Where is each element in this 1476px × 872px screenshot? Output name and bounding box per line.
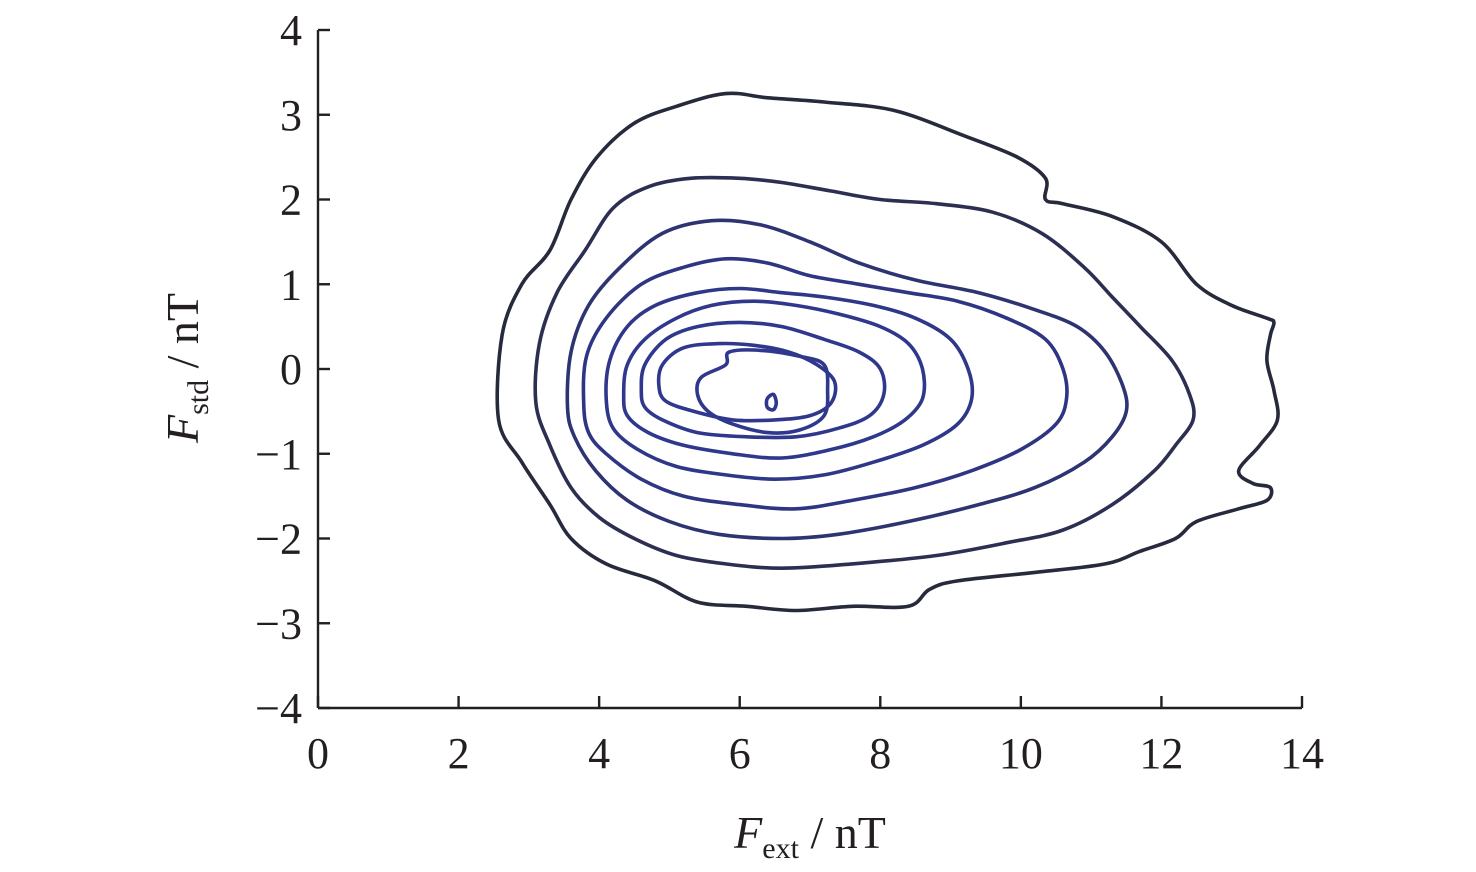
- contour-level-9: [695, 348, 830, 435]
- y-tick-label: 4: [280, 6, 302, 55]
- contour-level-2: [533, 175, 1196, 570]
- x-tick-label: 10: [999, 729, 1043, 778]
- axes: [316, 30, 1302, 710]
- contour-level-3: [565, 218, 1129, 541]
- x-tick-label: 4: [588, 729, 610, 778]
- contour-lines: [495, 91, 1280, 613]
- x-axis-title: Fext / nT: [733, 807, 886, 865]
- x-tick-label: 6: [729, 729, 751, 778]
- contour-level-4: [581, 256, 1069, 511]
- x-tick-label: 12: [1139, 729, 1183, 778]
- y-tick-label: −1: [255, 430, 302, 479]
- y-tick-label: 1: [280, 260, 302, 309]
- contour-level-1: [495, 91, 1280, 613]
- contour-level-5: [604, 286, 975, 481]
- x-tick-label: 0: [307, 729, 329, 778]
- contour-level-6: [621, 299, 927, 460]
- y-tick-label: 2: [280, 176, 302, 225]
- x-tick-label: 2: [448, 729, 470, 778]
- y-tick-label: 3: [280, 91, 302, 140]
- contour-level-7: [639, 320, 887, 440]
- y-tick-label: −2: [255, 515, 302, 564]
- contour-level-8: [656, 341, 838, 423]
- contour-level-10: [764, 392, 779, 412]
- y-tick-label: −3: [255, 599, 302, 648]
- x-tick-label: 8: [869, 729, 891, 778]
- y-tick-label: −4: [255, 684, 302, 733]
- x-tick-label: 14: [1280, 729, 1324, 778]
- y-axis-title: Fstd / nT: [157, 293, 215, 444]
- y-tick-label: 0: [280, 345, 302, 394]
